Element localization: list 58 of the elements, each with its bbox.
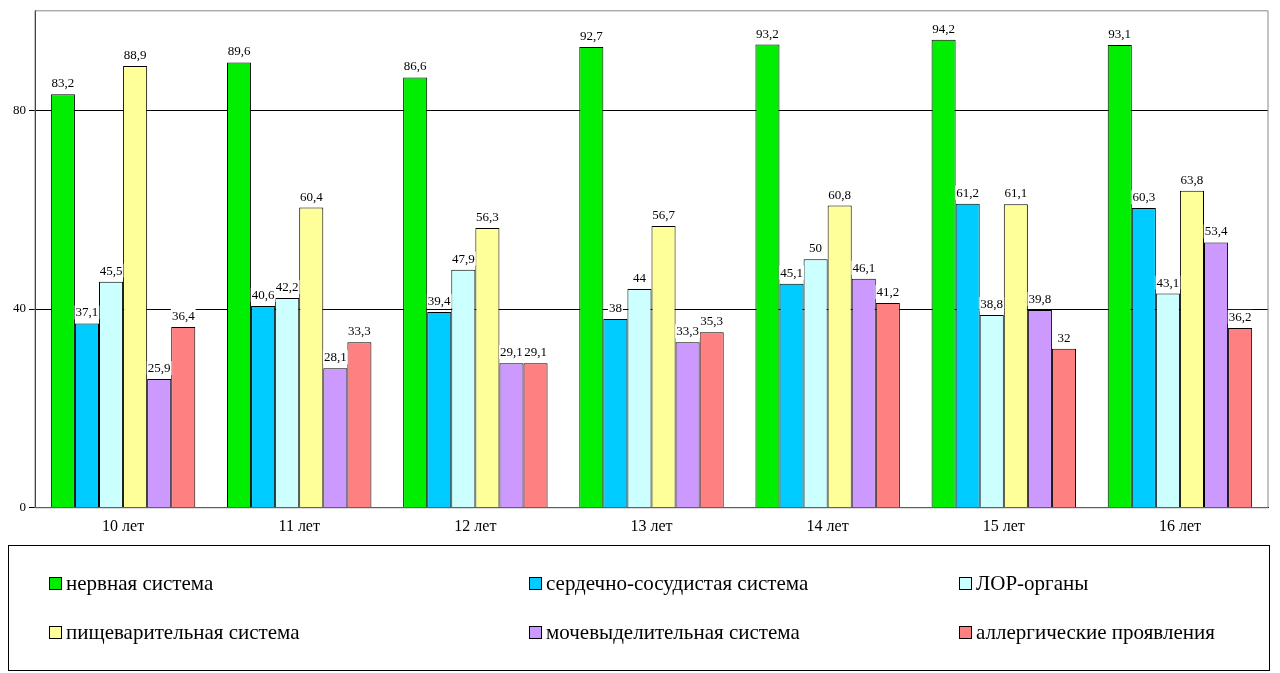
data-label: 93,1 xyxy=(1108,26,1132,42)
data-label: 47,9 xyxy=(451,250,475,266)
y-tick-label: 80 xyxy=(13,101,26,117)
x-tick-label: 10 лет xyxy=(102,516,145,534)
data-label: 45,5 xyxy=(99,262,123,278)
data-label: 60,4 xyxy=(299,188,324,204)
data-label: 60,8 xyxy=(828,186,852,202)
data-label: 83,2 xyxy=(51,75,75,91)
data-label: 29,1 xyxy=(500,344,523,360)
data-label: 45,1 xyxy=(780,264,803,280)
data-label: 56,7 xyxy=(652,206,676,222)
data-label: 42,2 xyxy=(275,278,299,294)
data-label: 63,8 xyxy=(1180,171,1204,187)
data-label: 28,1 xyxy=(323,349,347,365)
y-tick-label: 0 xyxy=(19,499,26,515)
data-label: 37,1 xyxy=(75,304,99,320)
y-tick-label: 40 xyxy=(13,300,26,316)
data-label: 93,2 xyxy=(756,25,779,41)
data-label: 56,3 xyxy=(476,208,499,224)
data-label: 35,3 xyxy=(700,313,724,329)
data-label: 32 xyxy=(1057,329,1071,345)
x-tick-label: 15 лет xyxy=(982,516,1025,534)
data-label: 44 xyxy=(632,270,647,286)
data-label: 86,6 xyxy=(403,58,428,74)
data-label: 50 xyxy=(809,240,823,256)
legend-label: пищеварительная система xyxy=(66,620,300,646)
data-label: 94,2 xyxy=(932,20,955,36)
data-label: 41,2 xyxy=(876,283,900,299)
data-label: 61,2 xyxy=(956,184,980,200)
data-label: 61,1 xyxy=(1004,185,1028,201)
data-label: 33,3 xyxy=(348,323,371,339)
data-label: 38,8 xyxy=(980,295,1004,311)
data-label: 25,9 xyxy=(147,360,171,375)
data-label: 36,4 xyxy=(171,307,196,323)
data-label: 46,1 xyxy=(852,259,876,275)
data-label: 40,6 xyxy=(251,286,275,302)
x-tick-label: 12 лет xyxy=(454,516,497,534)
legend-label: аллергические проявления xyxy=(976,620,1215,646)
data-label: 33,3 xyxy=(676,323,699,339)
data-label: 60,3 xyxy=(1132,189,1156,205)
x-tick-label: 16 лет xyxy=(1158,516,1201,534)
data-label: 39,8 xyxy=(1028,290,1052,306)
data-label: 89,6 xyxy=(227,43,251,59)
data-label: 53,4 xyxy=(1204,223,1228,239)
legend-label: ЛОР-органы xyxy=(976,570,1089,596)
x-tick-label: 11 лет xyxy=(278,516,320,534)
data-label: 43,1 xyxy=(1156,274,1180,290)
data-label: 29,1 xyxy=(524,344,547,360)
legend-label: мочевыделительная система xyxy=(546,620,800,646)
data-label: 39,4 xyxy=(427,292,452,308)
data-label: 36,2 xyxy=(1228,308,1252,324)
legend-label: сердечно-сосудистая система xyxy=(546,570,809,596)
data-label: 88,9 xyxy=(123,46,147,62)
x-tick-label: 14 лет xyxy=(806,516,849,534)
legend-label: нервная система xyxy=(66,570,214,596)
x-tick-label: 13 лет xyxy=(630,516,673,534)
data-label: 92,7 xyxy=(579,28,604,43)
data-label: 38 xyxy=(608,299,622,315)
